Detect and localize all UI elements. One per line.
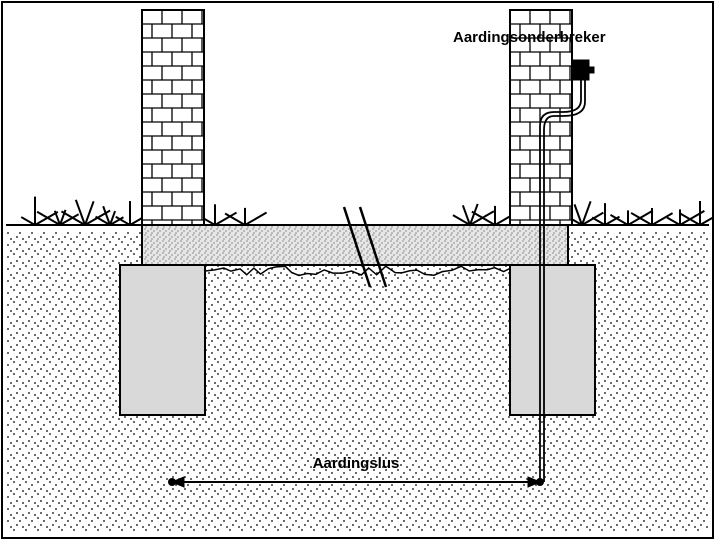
device-label: Aardingsonderbreker [453,29,606,46]
loop-label: Aardingslus [313,455,400,472]
